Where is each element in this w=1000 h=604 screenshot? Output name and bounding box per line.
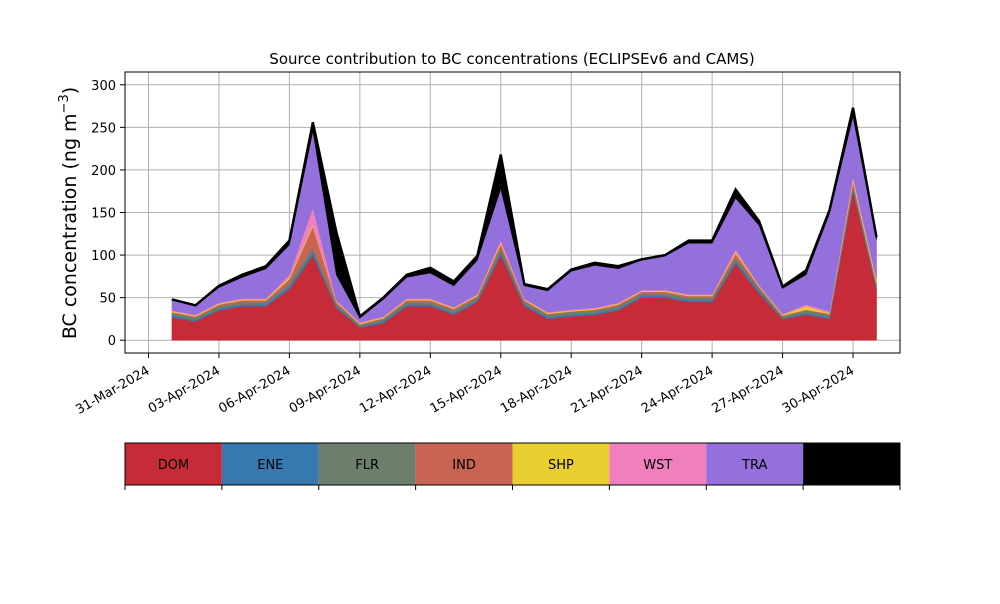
x-tick-label: 12-Apr-2024 (357, 363, 434, 416)
legend-swatch-bb (803, 443, 900, 485)
y-tick-label: 50 (99, 292, 116, 307)
x-tick-label: 21-Apr-2024 (569, 363, 646, 416)
x-tick-label: 30-Apr-2024 (780, 363, 857, 416)
legend-label-ind: IND (452, 458, 476, 473)
y-axis-ticks: 0 50 100 150 200 250 300 (91, 79, 125, 349)
legend-swatch-tra (706, 443, 804, 485)
y-tick-label: 200 (91, 164, 116, 179)
x-tick-label: 06-Apr-2024 (216, 363, 293, 416)
y-tick-label: 150 (91, 207, 116, 222)
legend-label-flr: FLR (355, 458, 379, 473)
y-tick-label: 100 (91, 249, 116, 264)
legend-label-bb: BB (843, 458, 861, 473)
legend-swatch-dom (125, 443, 222, 485)
y-axis-label-end: ) (59, 87, 81, 94)
legend-swatch-wst (609, 443, 707, 485)
x-tick-label: 15-Apr-2024 (428, 363, 505, 416)
legend-label-tra: TRA (741, 458, 767, 473)
stacked-areas (171, 107, 878, 341)
y-tick-label: 300 (91, 79, 116, 94)
x-tick-label: 18-Apr-2024 (498, 363, 575, 416)
y-tick-label: 250 (91, 121, 116, 136)
x-tick-label: 09-Apr-2024 (287, 363, 364, 416)
legend-frame (124, 442, 901, 486)
legend-label-shp: SHP (548, 458, 574, 473)
legend-label-wst: WST (643, 458, 672, 473)
y-axis-label-sup: −3 (57, 94, 72, 113)
y-tick-label: 0 (108, 334, 116, 349)
legend-colorbar: DOM ENE FLR IND SHP WST TRA BB (124, 442, 901, 490)
legend-label-ene: ENE (257, 458, 283, 473)
legend-swatch-shp (512, 443, 610, 485)
chart-title: Source contribution to BC concentrations… (269, 50, 754, 68)
x-tick-label: 03-Apr-2024 (146, 363, 223, 416)
legend-label-dom: DOM (158, 458, 189, 473)
legend-swatch-flr (318, 443, 416, 485)
x-tick-label: 31-Mar-2024 (73, 363, 152, 417)
y-axis-label: BC concentration (ng m−3) (57, 87, 81, 339)
x-axis-ticks: 31-Mar-202403-Apr-202406-Apr-202409-Apr-… (73, 353, 857, 418)
total-outline (171, 107, 878, 319)
x-tick-label: 27-Apr-2024 (709, 363, 786, 416)
legend-swatch-ene (221, 443, 319, 485)
y-axis-label-main: BC concentration (ng m (59, 113, 81, 339)
x-tick-label: 24-Apr-2024 (639, 363, 716, 416)
legend-swatch-ind (415, 443, 513, 485)
